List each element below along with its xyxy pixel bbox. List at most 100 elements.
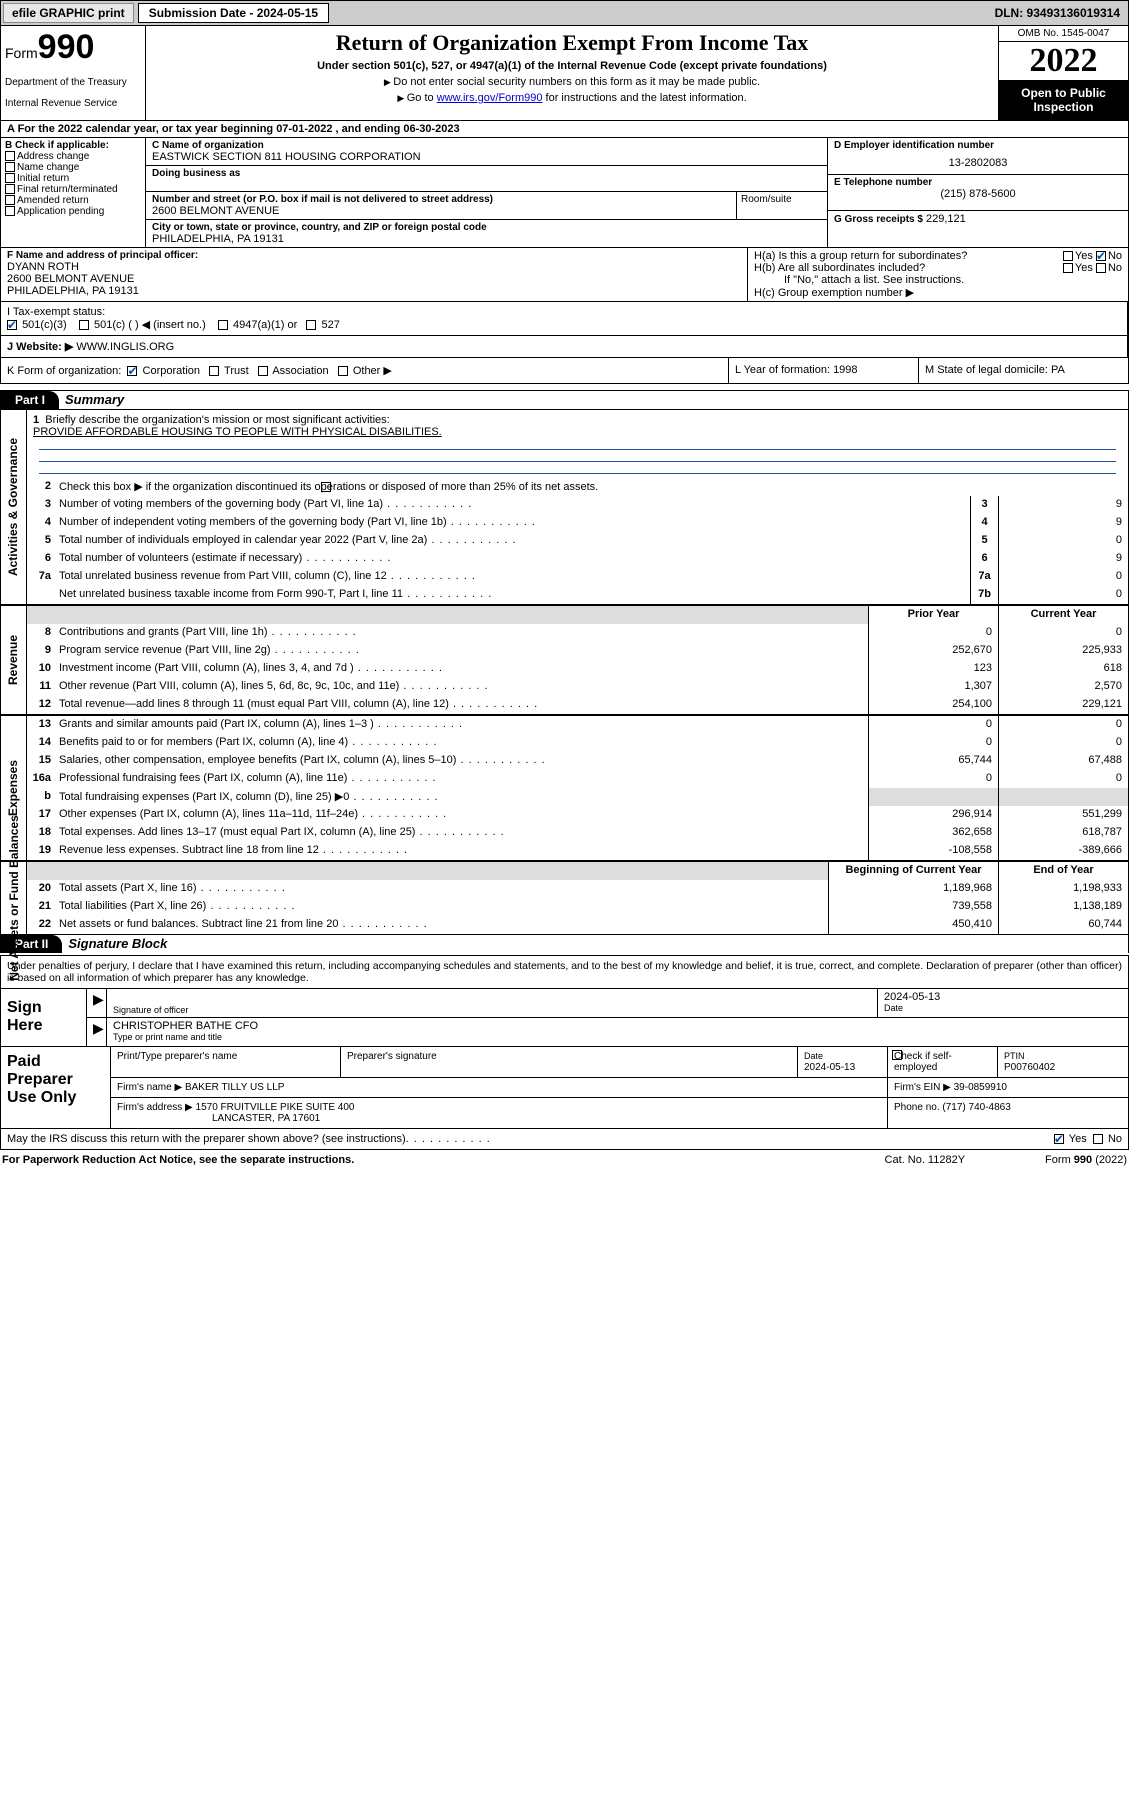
cb-trust[interactable] [209,366,219,376]
irs-link[interactable]: www.irs.gov/Form990 [437,92,543,104]
cb-corp[interactable] [127,366,137,376]
part2-header: Part IISignature Block [0,935,1129,953]
phone-value: (215) 878-5600 [834,188,1122,200]
summary-line: 14 Benefits paid to or for members (Part… [27,734,1128,752]
website-value: WWW.INGLIS.ORG [76,341,174,353]
firm-addr1: 1570 FRUITVILLE PIKE SUITE 400 [196,1102,355,1113]
officer-name: DYANN ROTH [7,261,741,273]
group-net-assets: Net Assets or Fund Balances Beginning of… [1,862,1128,934]
part1-header: Part ISummary [0,390,1129,409]
row-f-h: F Name and address of principal officer:… [0,248,1129,302]
efile-print-button[interactable]: efile GRAPHIC print [3,3,134,23]
year-formation: 1998 [833,364,857,376]
sign-here-label: Sign Here [1,989,86,1046]
website-label: J Website: ▶ [7,341,73,353]
form-word: Form [5,45,38,61]
ha-label: H(a) Is this a group return for subordin… [754,250,967,262]
summary-line: 20 Total assets (Part X, line 16) 1,189,… [27,880,1128,898]
signature-block: Under penalties of perjury, I declare th… [0,955,1129,1047]
prep-date: 2024-05-13 [804,1062,855,1073]
year-formation-label: L Year of formation: [735,364,830,376]
dln: DLN: 93493136019314 [987,4,1128,22]
cb-discontinued[interactable] [321,482,331,492]
form-number: 990 [38,28,95,66]
cb-self-employed[interactable] [892,1050,902,1060]
cb-assoc[interactable] [258,366,268,376]
row-j: J Website: ▶ WWW.INGLIS.ORG [0,336,1129,358]
phone-label: E Telephone number [834,177,1122,188]
officer-label: F Name and address of principal officer: [7,250,741,261]
cb-501c[interactable] [79,320,89,330]
cb-4947[interactable] [218,320,228,330]
omb-number: OMB No. 1545-0047 [999,26,1128,42]
summary-line: 17 Other expenses (Part IX, column (A), … [27,806,1128,824]
cb-name-change[interactable] [5,162,15,172]
summary-line: b Total fundraising expenses (Part IX, c… [27,788,1128,806]
ha-no[interactable] [1096,251,1106,261]
firm-ein: 39-0859910 [954,1082,1007,1093]
cb-app-pending[interactable] [5,206,15,216]
street-address: 2600 BELMONT AVENUE [152,205,730,217]
hdr-current-year: Current Year [998,606,1128,624]
cb-527[interactable] [306,320,316,330]
form-subtitle-1: Under section 501(c), 527, or 4947(a)(1)… [152,60,992,72]
domicile-value: PA [1051,364,1065,376]
open-to-public: Open to Public Inspection [999,80,1128,120]
row-k-l-m: K Form of organization: Corporation Trus… [0,358,1129,384]
discuss-yes[interactable] [1054,1134,1064,1144]
officer-addr1: 2600 BELMONT AVENUE [7,273,741,285]
room-suite-label: Room/suite [737,192,827,219]
cb-amended[interactable] [5,195,15,205]
discuss-no[interactable] [1093,1134,1103,1144]
summary-line: 19 Revenue less expenses. Subtract line … [27,842,1128,860]
cb-final-return[interactable] [5,184,15,194]
paid-preparer-label: Paid Preparer Use Only [1,1047,111,1128]
form-header: Form990 Department of the Treasury Inter… [0,26,1129,121]
form-ref: Form 990 (2022) [1045,1154,1127,1166]
summary-line: 16a Professional fundraising fees (Part … [27,770,1128,788]
hdr-prior-year: Prior Year [868,606,998,624]
officer-addr2: PHILADELPHIA, PA 19131 [7,285,741,297]
mission-text: PROVIDE AFFORDABLE HOUSING TO PEOPLE WIT… [33,426,442,438]
hb-yes[interactable] [1063,263,1073,273]
hb-no[interactable] [1096,263,1106,273]
declaration-text: Under penalties of perjury, I declare th… [1,956,1128,988]
form-subtitle-3: Go to www.irs.gov/Form990 for instructio… [152,92,992,104]
cb-address-change[interactable] [5,151,15,161]
ein-label: D Employer identification number [834,140,1122,151]
section-bcd: B Check if applicable: Address change Na… [0,138,1129,248]
hb-label: H(b) Are all subordinates included? [754,262,925,274]
prep-name-hdr: Print/Type preparer's name [111,1047,341,1077]
sig-officer-caption: Signature of officer [113,1005,871,1015]
submission-date: Submission Date - 2024-05-15 [138,3,329,23]
cb-501c3[interactable] [7,320,17,330]
row-i: I Tax-exempt status: 501(c)(3) 501(c) ( … [0,302,1129,336]
prep-sig-hdr: Preparer's signature [341,1047,798,1077]
period-row: A For the 2022 calendar year, or tax yea… [0,121,1129,138]
summary-line: 18 Total expenses. Add lines 13–17 (must… [27,824,1128,842]
form-title: Return of Organization Exempt From Incom… [152,30,992,56]
city-label: City or town, state or province, country… [152,222,821,233]
cb-other[interactable] [338,366,348,376]
summary-line: 13 Grants and similar amounts paid (Part… [27,716,1128,734]
top-bar: efile GRAPHIC print Submission Date - 20… [0,0,1129,26]
col-b-checkboxes: B Check if applicable: Address change Na… [1,138,146,247]
group-revenue: Revenue Prior YearCurrent Year 8 Contrib… [1,606,1128,716]
ha-yes[interactable] [1063,251,1073,261]
cb-initial-return[interactable] [5,173,15,183]
firm-addr2: LANCASTER, PA 17601 [212,1113,320,1124]
summary-line: 4 Number of independent voting members o… [27,514,1128,532]
hc-label: H(c) Group exemption number ▶ [754,286,1122,299]
paid-preparer-block: Paid Preparer Use Only Print/Type prepar… [0,1047,1129,1129]
tab-governance: Activities & Governance [7,438,21,576]
summary-line: 22 Net assets or fund balances. Subtract… [27,916,1128,934]
dba-label: Doing business as [152,168,821,179]
dept-treasury: Department of the Treasury [5,77,141,88]
street-label: Number and street (or P.O. box if mail i… [152,194,730,205]
type-name-caption: Type or print name and title [113,1032,1122,1042]
self-employed-cell: Check if self-employed [888,1047,998,1077]
discuss-row: May the IRS discuss this return with the… [0,1129,1129,1150]
hdr-end-year: End of Year [998,862,1128,880]
summary-line: Net unrelated business taxable income fr… [27,586,1128,604]
date-caption: Date [884,1003,1122,1013]
